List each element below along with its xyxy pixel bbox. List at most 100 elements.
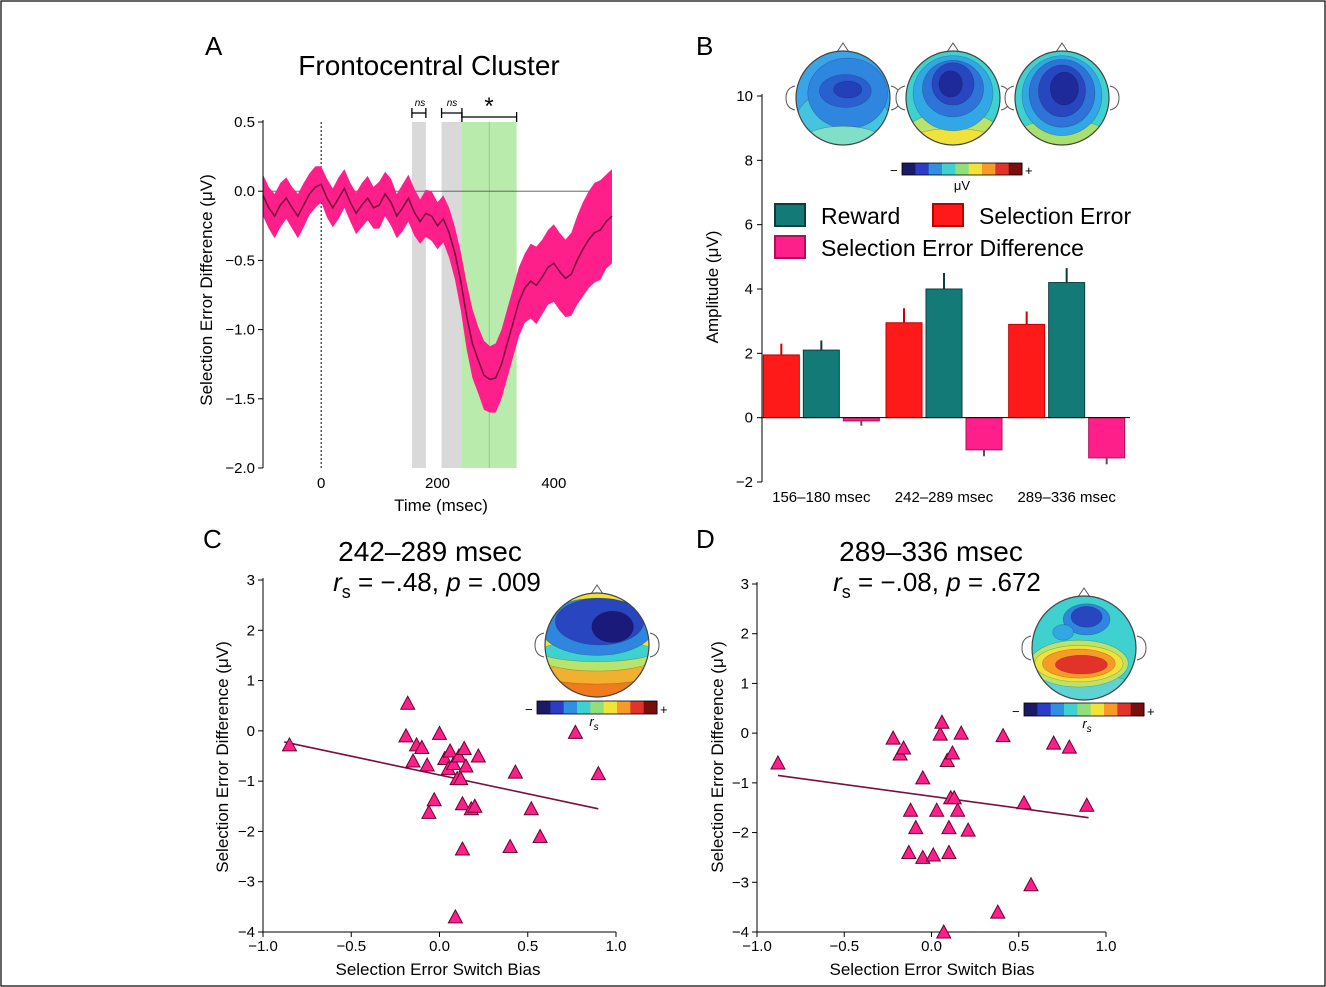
panel-c-x-tick-label: −1.0 [248, 938, 278, 955]
panel-b-y-tick-label: 6 [745, 217, 753, 234]
panel-d-y-tick-label: 0 [741, 725, 749, 742]
panel-b-y-tick-label: 0 [745, 410, 753, 427]
panel-d-data-point [1023, 876, 1039, 892]
panel-c-y-tick-label: −2 [238, 823, 255, 840]
panel-d-data-point [895, 740, 912, 755]
contour [591, 610, 634, 643]
panel-c-data-point [507, 764, 524, 779]
colorbar-segment [563, 701, 578, 714]
panel-c-data-point [421, 804, 437, 819]
panel-d-ylabel: Selection Error Difference (μV) [708, 641, 727, 873]
panel-c-data-point [426, 791, 443, 807]
panel-a-y-tick-label: −2.0 [225, 460, 255, 477]
panel-c-colorbar-subscript: s [594, 722, 599, 733]
panel-c-data-point [502, 838, 518, 854]
panel-c-y-tick-label: 2 [247, 622, 255, 639]
panel-c-data-point [454, 840, 471, 856]
panel-a-y-tick-label: −0.5 [225, 252, 255, 269]
panel-d-data-point [960, 822, 976, 837]
panel-d-topomap: − + [1012, 587, 1155, 719]
panel-c-x-tick-label: 0.0 [429, 938, 450, 955]
panel-b-letter: B [696, 31, 713, 61]
panel-b-category-label: 289–336 msec [1017, 489, 1116, 506]
panel-c-data-point [445, 755, 462, 771]
panel-d-data-point [1045, 735, 1062, 750]
panel-c-letter: C [203, 524, 222, 554]
panel-b-y-tick-label: 2 [745, 345, 753, 362]
colorbar-segment [1008, 163, 1023, 175]
panel-c-colorbar-symbol: r [589, 714, 594, 729]
panel-d-data-point [953, 725, 970, 740]
head-field [906, 51, 1000, 145]
panel-b-y-tick-label: 10 [736, 88, 753, 105]
colorbar-segment [1104, 703, 1118, 716]
panel-c-y-tick-label: −3 [238, 874, 255, 891]
colorbar-segment [915, 163, 930, 175]
panel-c-data-point [451, 747, 467, 763]
colorbar-segment [1117, 703, 1132, 716]
panel-c-x-tick-label: 0.5 [517, 938, 538, 955]
panel-b-bar [1088, 417, 1126, 459]
colorbar-segment [982, 163, 996, 175]
panel-a-title: Frontocentral Cluster [298, 50, 559, 81]
contour [906, 128, 1000, 145]
panel-d-letter: D [696, 524, 715, 554]
head-ear [785, 85, 796, 111]
panel-c-stat-symbol: r [333, 567, 343, 597]
topomap-b2 [895, 42, 1011, 146]
panel-d-data-point [934, 714, 950, 729]
colorbar-segment [942, 163, 956, 175]
contour [1052, 624, 1074, 641]
head-ear [649, 632, 660, 658]
panel-d-stat-value: = −.08, [851, 567, 946, 597]
head-outline [1014, 50, 1110, 146]
panel-a-xlabel: Time (msec) [394, 496, 488, 515]
panel-b-ylabel: Amplitude (μV) [703, 231, 722, 344]
panel-c-p-value: = .009 [461, 567, 541, 597]
panel-d-data-point [770, 754, 786, 770]
panel-c-data-point [442, 742, 458, 758]
colorbar-segment [955, 163, 970, 175]
topomap-b3 [1004, 42, 1120, 146]
panel-d-p-symbol: p [945, 567, 960, 597]
colorbar-segment [968, 163, 983, 175]
panel-b-bar [1048, 282, 1086, 419]
panel-a: A Frontocentral Cluster Selection Error … [197, 31, 613, 515]
panel-b-bar [802, 349, 840, 419]
panel-a-plot: 0.5 0.0 −0.5 −1.0 −1.5 −2.0 0 200 400 [225, 108, 613, 492]
panel-c-stat-subscript: s [342, 582, 351, 602]
panel-c-stat-value: = −.48, [351, 567, 446, 597]
panel-b-legend-label: Selection Error Difference [821, 235, 1084, 261]
head-nose [1055, 42, 1069, 53]
panel-c-data-point [447, 908, 464, 924]
head-ear [534, 632, 545, 658]
panel-d-y-tick-label: 1 [741, 675, 749, 692]
contour [833, 80, 863, 99]
head-outline [544, 592, 650, 698]
panel-c-fit-line [284, 741, 599, 810]
colorbar-border [1023, 702, 1145, 717]
panel-d-data-point [1016, 794, 1032, 810]
panel-d-y-tick-label: −1 [732, 775, 749, 792]
panel-c-data-point [532, 828, 548, 843]
colorbar-minus: − [890, 163, 898, 178]
panel-d-x-tick-label: −0.5 [829, 938, 859, 955]
head-field [796, 51, 890, 145]
colorbar-segment [1024, 703, 1038, 716]
panel-a-mean-line [262, 183, 613, 381]
panel-a-y-tick-label: 0.0 [234, 183, 255, 200]
contour [1055, 654, 1108, 675]
colorbar-segment [577, 701, 591, 714]
panel-c-data-point [414, 739, 430, 754]
panel-c-data-point [590, 765, 607, 781]
colorbar-border [901, 162, 1023, 176]
panel-c-data-point [281, 736, 298, 752]
colorbar-segment [1064, 703, 1078, 716]
head-ear [895, 85, 906, 111]
panel-c-title: 242–289 msec [338, 536, 522, 567]
colorbar-segment [1130, 703, 1145, 716]
colorbar-segment [550, 701, 565, 714]
panel-a-y-tick-label: 0.5 [234, 114, 255, 131]
